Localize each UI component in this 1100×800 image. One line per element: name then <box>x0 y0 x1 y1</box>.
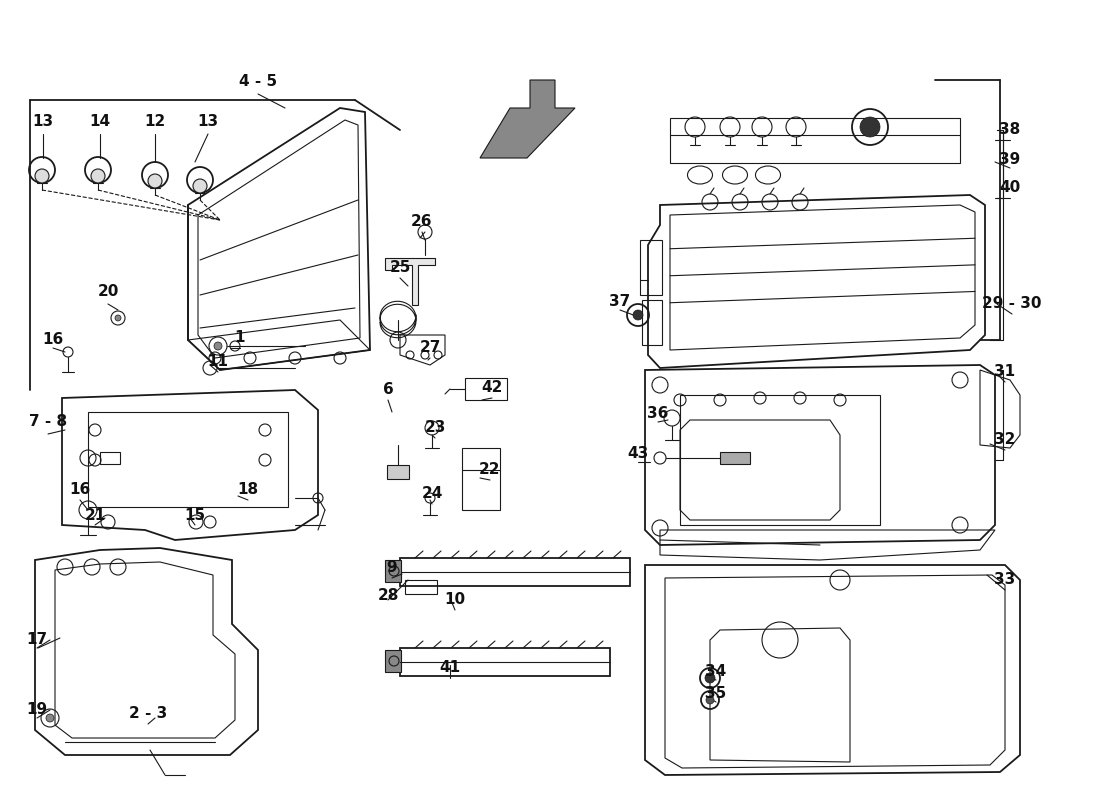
Text: 41: 41 <box>439 661 461 675</box>
Text: 43: 43 <box>627 446 649 462</box>
Bar <box>385 560 402 582</box>
Circle shape <box>192 179 207 193</box>
Text: 4 - 5: 4 - 5 <box>239 74 277 90</box>
Text: 26: 26 <box>411 214 432 230</box>
Circle shape <box>148 174 162 188</box>
Text: 13: 13 <box>197 114 219 130</box>
Text: 20: 20 <box>97 285 119 299</box>
Text: 9: 9 <box>387 561 397 575</box>
Text: 40: 40 <box>1000 181 1021 195</box>
Bar <box>465 378 507 400</box>
Text: 23: 23 <box>425 421 446 435</box>
Circle shape <box>35 169 50 183</box>
Bar <box>88 412 288 507</box>
Bar <box>387 465 409 479</box>
Text: 22: 22 <box>480 462 501 478</box>
Circle shape <box>705 673 715 683</box>
Text: 1: 1 <box>234 330 245 346</box>
Text: 24: 24 <box>421 486 442 502</box>
Text: 29 - 30: 29 - 30 <box>982 297 1042 311</box>
Text: 36: 36 <box>647 406 669 422</box>
Bar <box>642 300 662 345</box>
Text: 10: 10 <box>444 593 465 607</box>
Text: 18: 18 <box>238 482 258 498</box>
Circle shape <box>632 310 644 320</box>
Text: 7 - 8: 7 - 8 <box>29 414 67 430</box>
Text: 28: 28 <box>377 587 398 602</box>
Bar <box>720 452 750 464</box>
Bar <box>680 395 880 525</box>
Text: 39: 39 <box>1000 153 1021 167</box>
Circle shape <box>214 342 222 350</box>
Circle shape <box>860 117 880 137</box>
Bar <box>385 650 402 672</box>
Bar <box>640 240 662 295</box>
Text: 37: 37 <box>609 294 630 310</box>
Polygon shape <box>480 80 575 158</box>
Text: 25: 25 <box>389 261 410 275</box>
Text: 14: 14 <box>89 114 111 130</box>
Text: 12: 12 <box>144 114 166 130</box>
Text: 16: 16 <box>43 333 64 347</box>
Bar <box>670 118 960 163</box>
Text: 42: 42 <box>482 381 503 395</box>
Text: 27: 27 <box>419 341 441 355</box>
Text: 32: 32 <box>994 433 1015 447</box>
Text: 21: 21 <box>85 507 106 522</box>
Circle shape <box>46 714 54 722</box>
Text: 35: 35 <box>705 686 727 702</box>
Text: 38: 38 <box>1000 122 1021 138</box>
Bar <box>400 648 610 676</box>
Bar <box>100 452 120 464</box>
Text: 2 - 3: 2 - 3 <box>129 706 167 722</box>
Text: 13: 13 <box>32 114 54 130</box>
Bar <box>400 558 630 586</box>
Text: 17: 17 <box>26 633 47 647</box>
Text: 19: 19 <box>26 702 47 718</box>
Circle shape <box>116 315 121 321</box>
Text: 31: 31 <box>994 365 1015 379</box>
Text: 33: 33 <box>994 573 1015 587</box>
Text: 16: 16 <box>69 482 90 498</box>
Circle shape <box>706 696 714 704</box>
Bar <box>405 580 437 594</box>
Circle shape <box>91 169 104 183</box>
Polygon shape <box>385 258 435 305</box>
Text: 11: 11 <box>208 354 229 370</box>
Text: 15: 15 <box>185 507 206 522</box>
Text: 34: 34 <box>705 665 727 679</box>
Bar <box>462 448 501 510</box>
Text: 6: 6 <box>383 382 394 398</box>
